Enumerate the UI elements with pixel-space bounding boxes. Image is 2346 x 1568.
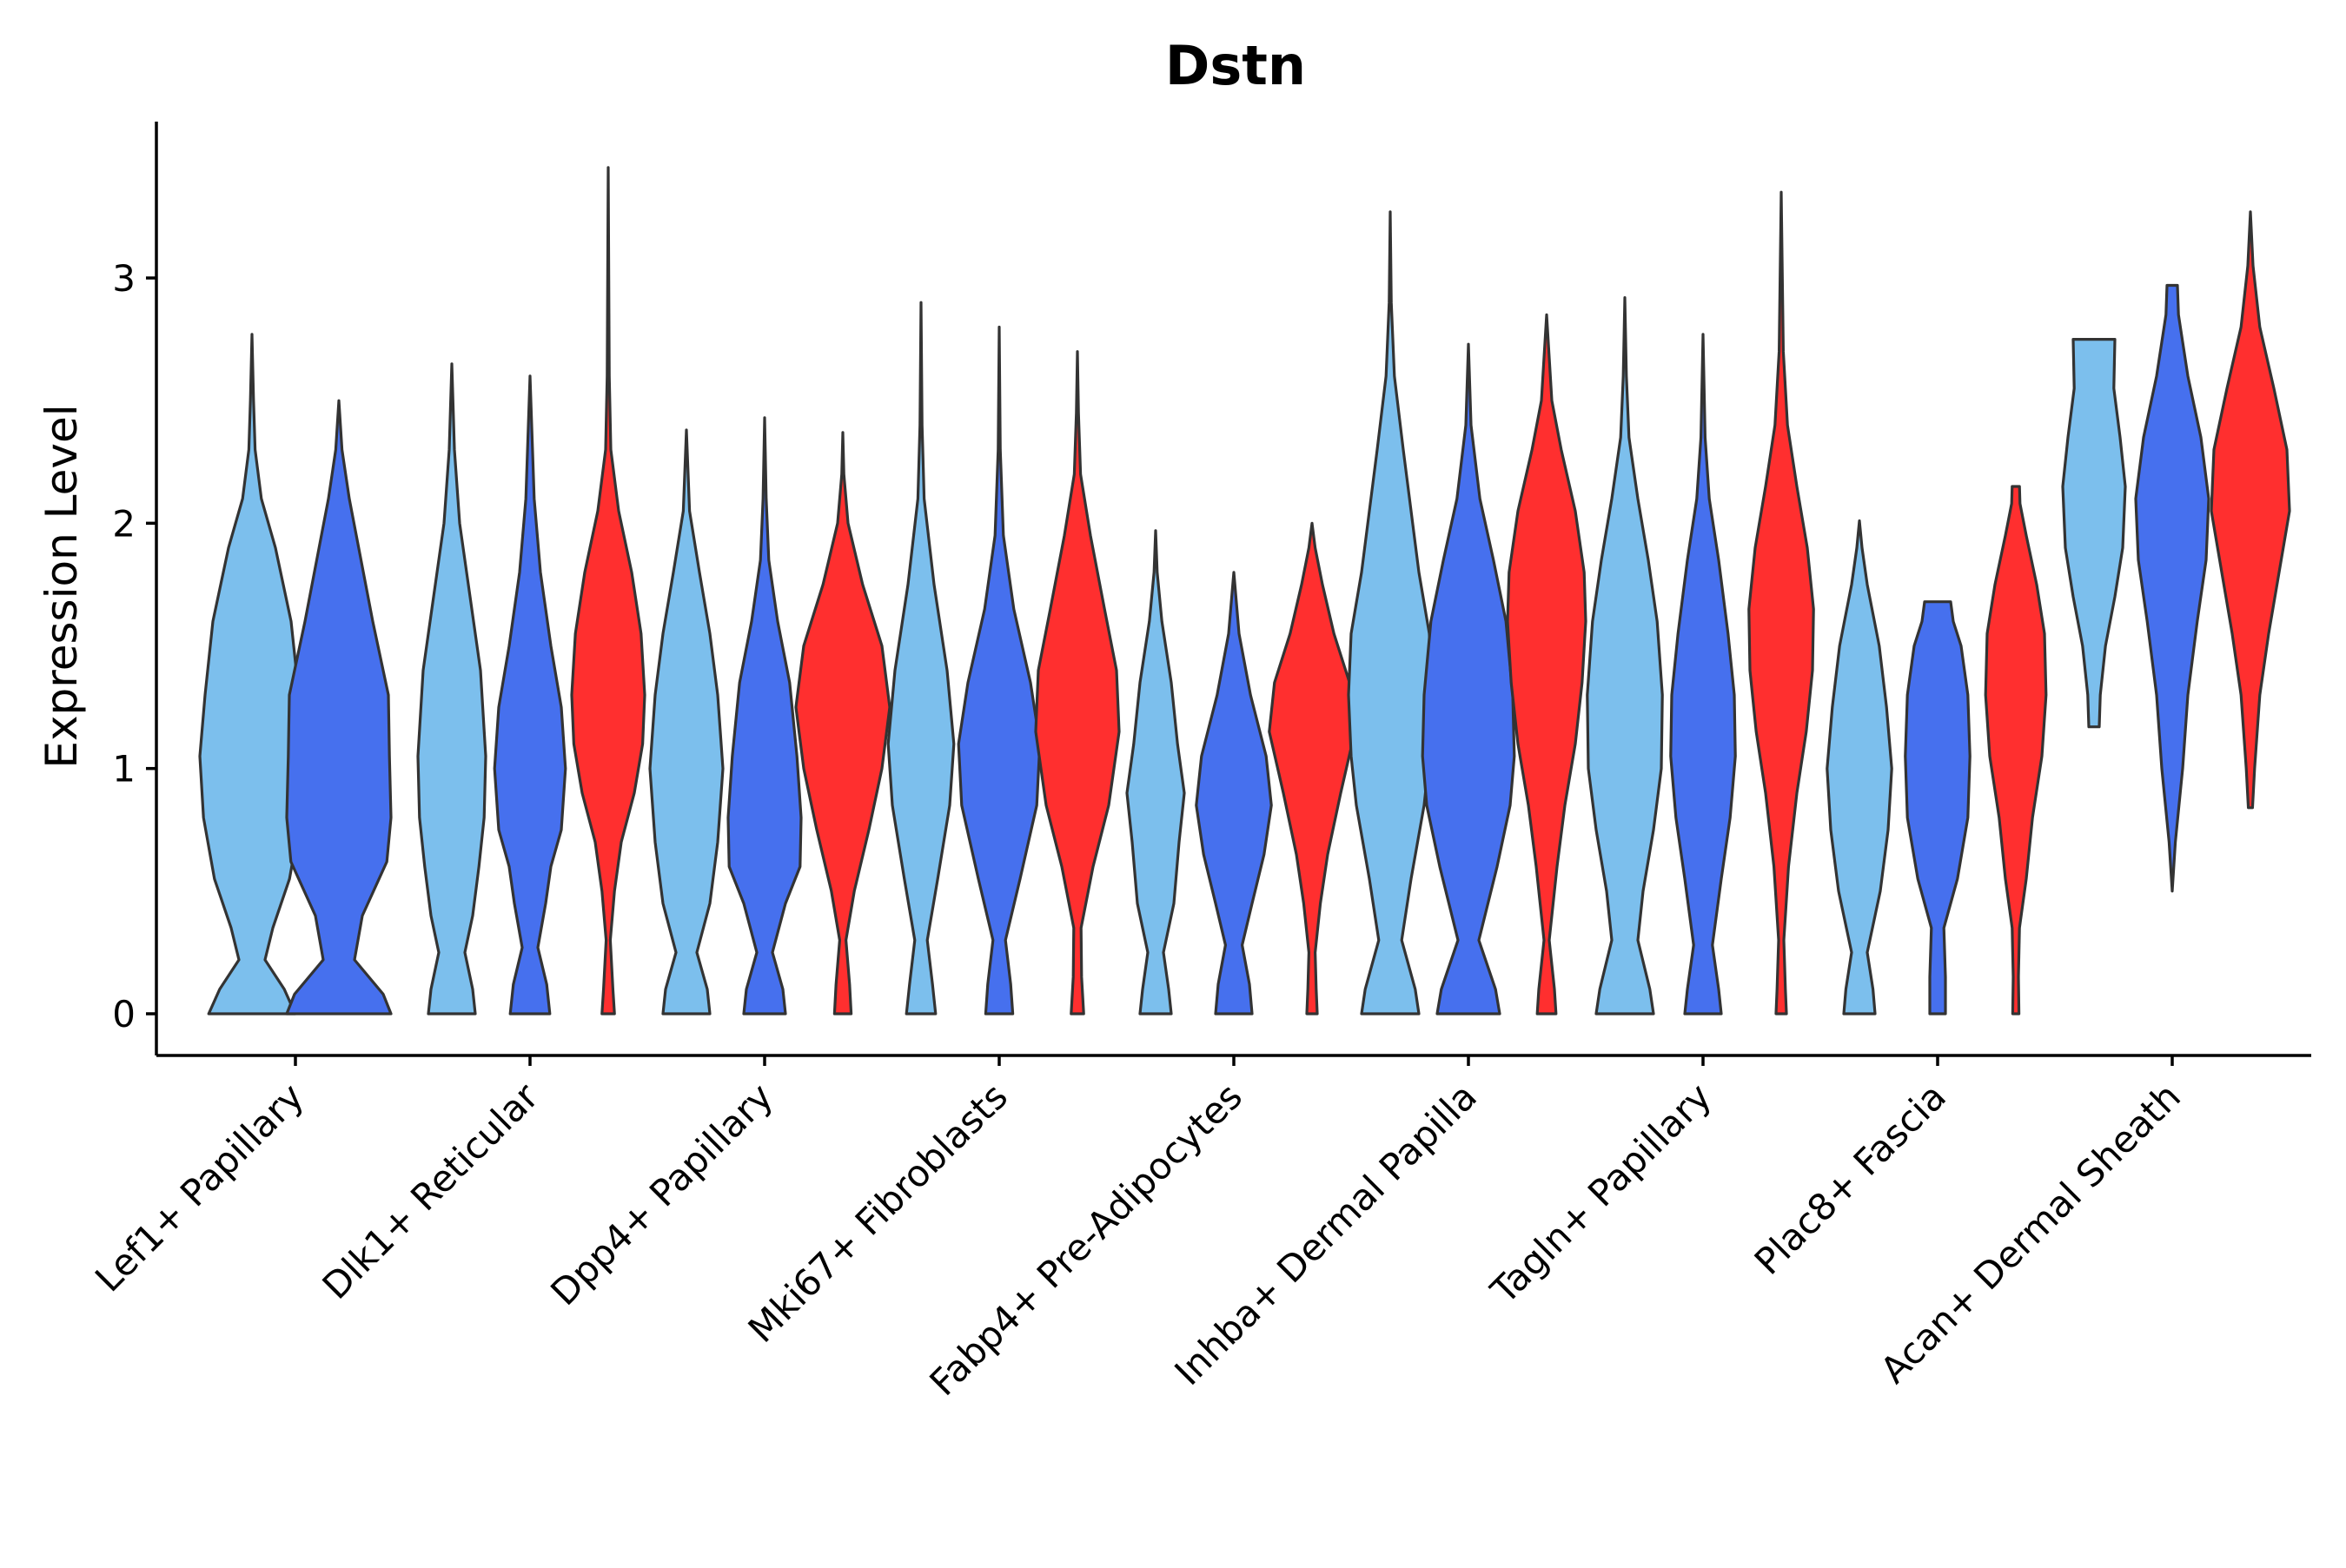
violin-dlk1-reticular-group1 — [416, 362, 487, 1016]
violin-mki67-fibroblasts-group1 — [886, 301, 956, 1016]
violin-dpp4-papillary-group2 — [726, 416, 803, 1016]
violin-dlk1-reticular-group2 — [493, 374, 567, 1016]
violin-inhba-dermal-papilla-group2 — [1421, 342, 1516, 1016]
violins-layer — [198, 166, 2291, 1016]
violin-mki67-fibroblasts-group3 — [1034, 350, 1121, 1016]
violin-dpp4-papillary-group3 — [794, 431, 891, 1016]
x-tick-label-mki67-fibroblasts: Mki67+ Fibroblasts — [740, 1075, 1016, 1350]
violin-tagln-papillary-group1 — [1586, 296, 1664, 1016]
violin-mki67-fibroblasts-group2 — [957, 325, 1042, 1016]
violin-acan-dermal-sheath-group2 — [2134, 283, 2210, 893]
violin-plac8-fascia-group1 — [1826, 519, 1893, 1016]
violin-tagln-papillary-group2 — [1669, 333, 1737, 1016]
y-tick-label: 3 — [112, 257, 136, 300]
chart-title: Dstn — [1165, 34, 1306, 97]
violin-inhba-dermal-papilla-group1 — [1347, 210, 1434, 1016]
x-tick-label-dlk1-reticular: Dlk1+ Reticular — [315, 1075, 547, 1307]
y-tick-label: 2 — [112, 502, 136, 545]
x-tick-label-plac8-fascia: Plac8+ Fascia — [1746, 1075, 1954, 1282]
y-tick-label: 0 — [112, 993, 136, 1035]
violin-lef1-papillary-group1 — [198, 333, 306, 1016]
y-tick-label: 1 — [112, 748, 136, 791]
x-tick-label-lef1-papillary: Lef1+ Papillary — [87, 1075, 312, 1300]
violin-inhba-dermal-papilla-group3 — [1506, 313, 1587, 1016]
violin-dlk1-reticular-group3 — [570, 166, 646, 1016]
violin-lef1-papillary-group2 — [285, 399, 393, 1016]
violin-acan-dermal-sheath-group1 — [2061, 338, 2127, 729]
violin-plac8-fascia-group2 — [1904, 600, 1972, 1016]
violin-dpp4-papillary-group1 — [648, 428, 725, 1016]
violin-plac8-fascia-group3 — [1984, 485, 2048, 1016]
violin-fabp4-pre-adipocytes-group1 — [1125, 529, 1186, 1016]
violin-fabp4-pre-adipocytes-group2 — [1195, 571, 1273, 1016]
y-axis-title: Expression Level — [36, 404, 87, 768]
x-tick-label-tagln-papillary: Tagln+ Papillary — [1482, 1075, 1720, 1312]
violin-acan-dermal-sheath-group3 — [2210, 210, 2291, 810]
violin-tagln-papillary-group3 — [1747, 190, 1815, 1016]
x-tick-label-dpp4-papillary: Dpp4+ Papillary — [542, 1075, 781, 1313]
violin-fabp4-pre-adipocytes-group3 — [1268, 521, 1356, 1016]
